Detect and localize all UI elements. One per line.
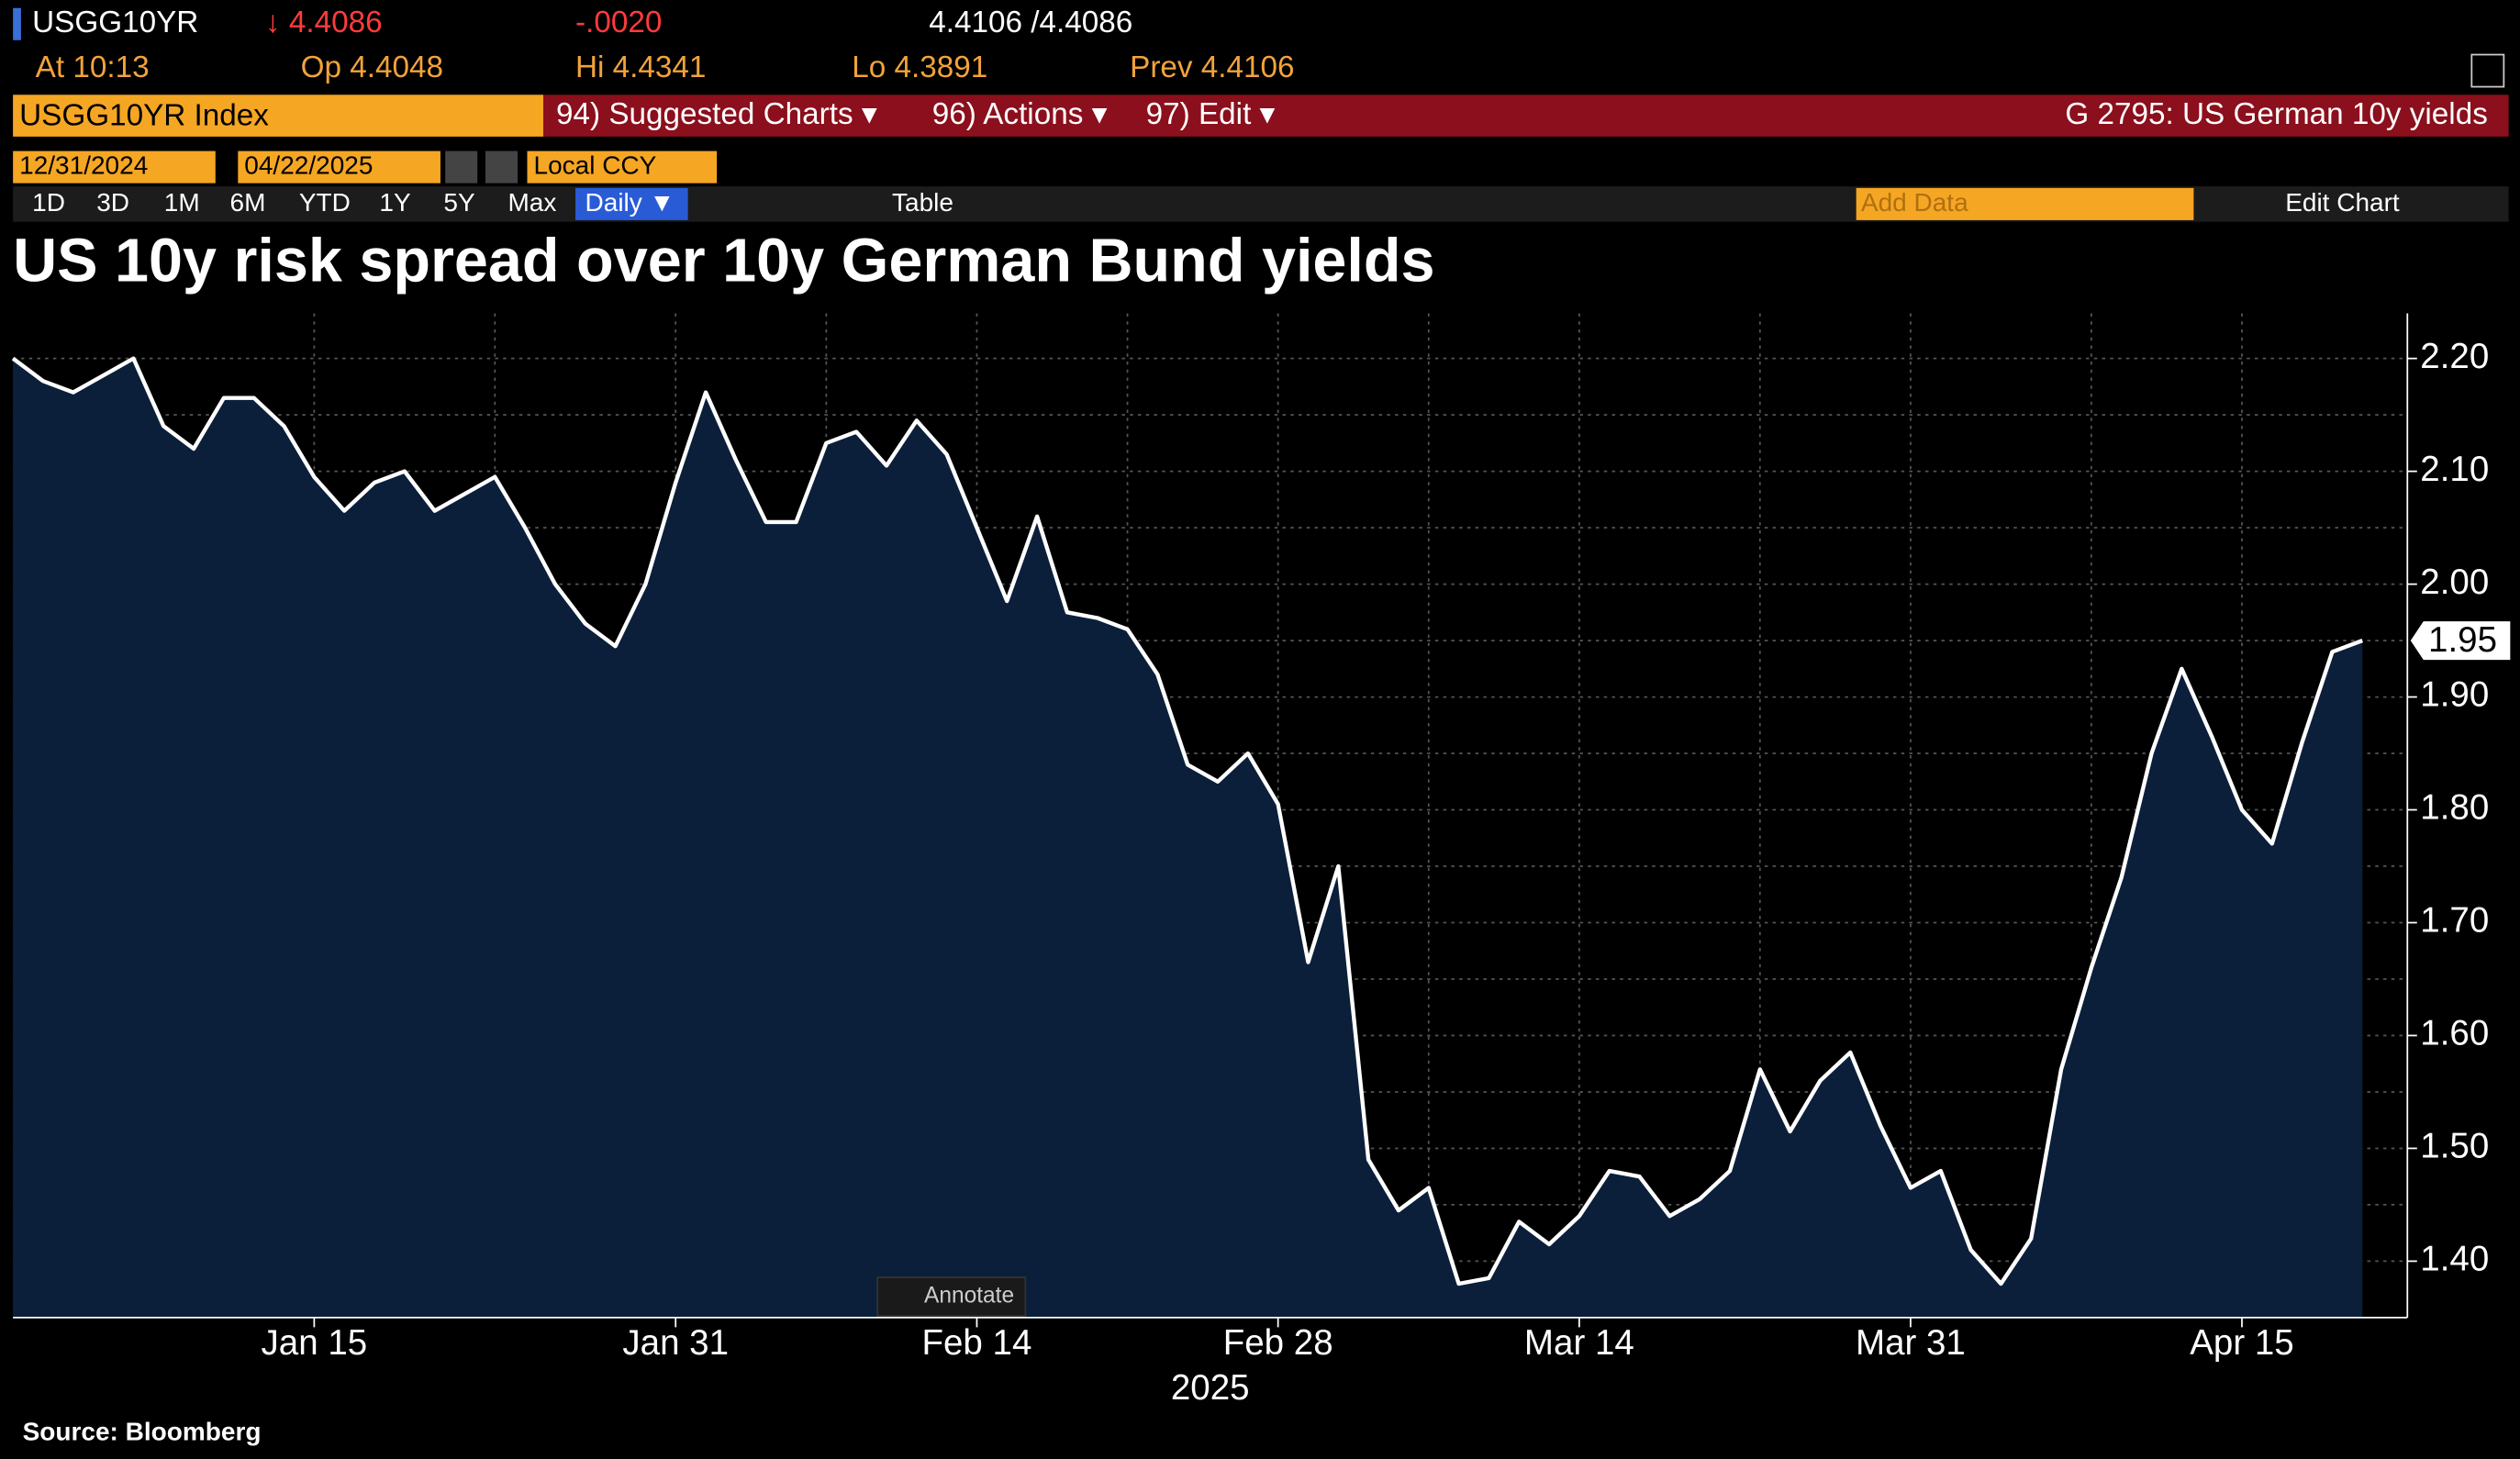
last-price: ↓ 4.4086 xyxy=(265,6,383,39)
security: USGG10YR Index xyxy=(19,99,269,133)
edit-chart-button[interactable]: Edit Chart xyxy=(2285,188,2400,217)
area xyxy=(13,358,2363,1318)
open: Op 4.4048 xyxy=(301,50,443,84)
period-button[interactable]: 1Y xyxy=(379,188,411,217)
period-button[interactable]: 3D xyxy=(96,188,129,217)
y-tick-label: 2.00 xyxy=(2420,562,2489,602)
annotate-button[interactable] xyxy=(876,1276,1027,1318)
last-value-label: 1.95 xyxy=(2428,620,2497,660)
x-tick-label: Mar 14 xyxy=(1524,1323,1634,1363)
currency: Local CCY xyxy=(534,151,657,180)
y-tick-label: 1.80 xyxy=(2420,788,2489,828)
period-button[interactable]: 6M xyxy=(230,188,266,217)
end-date: 04/22/2025 xyxy=(244,151,373,180)
line xyxy=(11,356,2364,1286)
bid-ask: 4.4106 /4.4086 xyxy=(929,6,1132,39)
chart-title: US 10y risk spread over 10y German Bund … xyxy=(13,228,1434,295)
x-tick-label: Jan 15 xyxy=(262,1323,368,1363)
period-button[interactable]: YTD xyxy=(299,188,351,217)
x-tick-label: Jan 31 xyxy=(622,1323,729,1363)
add-data: Add Data xyxy=(1861,188,1968,217)
currency-field[interactable] xyxy=(527,150,718,184)
prev: Prev 4.4106 xyxy=(1130,50,1294,84)
start-date: 12/31/2024 xyxy=(19,151,148,180)
y-tick-label: 2.10 xyxy=(2420,450,2489,489)
last-value-box xyxy=(2410,621,2511,661)
y-tick-label: 1.40 xyxy=(2420,1240,2489,1279)
time: At 10:13 xyxy=(36,50,150,84)
annotate: Annotate xyxy=(924,1284,1014,1309)
frequency-field[interactable] xyxy=(575,187,688,220)
plot: 1.40 1.50 1.60 1.70 1.80 1.90 2.00 2.10 2.20 Jan … xyxy=(11,313,2511,1363)
period-button[interactable]: 1D xyxy=(32,188,65,217)
y-tick-label: 1.50 xyxy=(2420,1127,2489,1166)
menu-item[interactable]: 97) Edit ▾ xyxy=(1146,97,1276,131)
period-button[interactable]: Max xyxy=(507,188,556,217)
x-tick-label: Feb 28 xyxy=(1223,1323,1333,1363)
period-button[interactable]: 1M xyxy=(164,188,200,217)
period-buttons: 1D 3D 1M 6M YTD 1Y 5Y Max xyxy=(32,188,556,217)
frequency: Daily ▼ xyxy=(585,188,675,217)
period-button[interactable]: 5Y xyxy=(443,188,475,217)
y-tick-label: 2.20 xyxy=(2420,337,2489,376)
y-tick-label: 1.60 xyxy=(2420,1014,2489,1053)
ticker: USGG10YR xyxy=(32,6,198,39)
chart-id: G 2795: US German 10y yields xyxy=(2065,97,2487,131)
source: Source: Bloomberg xyxy=(23,1417,262,1445)
y-tick-label: 1.90 xyxy=(2420,675,2489,715)
prev-button[interactable] xyxy=(445,150,478,184)
x-year-label: 2025 xyxy=(1171,1368,1250,1408)
end-date-field[interactable] xyxy=(238,150,440,184)
table-button[interactable]: Table xyxy=(892,188,953,217)
menu-item[interactable]: 94) Suggested Charts ▾ xyxy=(556,97,877,131)
high: Hi 4.4341 xyxy=(575,50,706,84)
start-date-field[interactable] xyxy=(13,150,216,184)
x-tick-label: Feb 14 xyxy=(921,1323,1031,1363)
low: Lo 4.3891 xyxy=(852,50,987,84)
x-tick-label: Mar 31 xyxy=(1856,1323,1966,1363)
next-button[interactable] xyxy=(485,150,518,184)
y-tick-label: 1.70 xyxy=(2420,901,2489,941)
popout-icon[interactable] xyxy=(2470,53,2505,88)
menu-item[interactable]: 96) Actions ▾ xyxy=(932,97,1108,131)
security-field[interactable] xyxy=(13,95,544,137)
add-data-field[interactable] xyxy=(1856,187,2194,220)
net-change: -.0020 xyxy=(575,6,662,39)
x-tick-label: Apr 15 xyxy=(2190,1323,2293,1363)
